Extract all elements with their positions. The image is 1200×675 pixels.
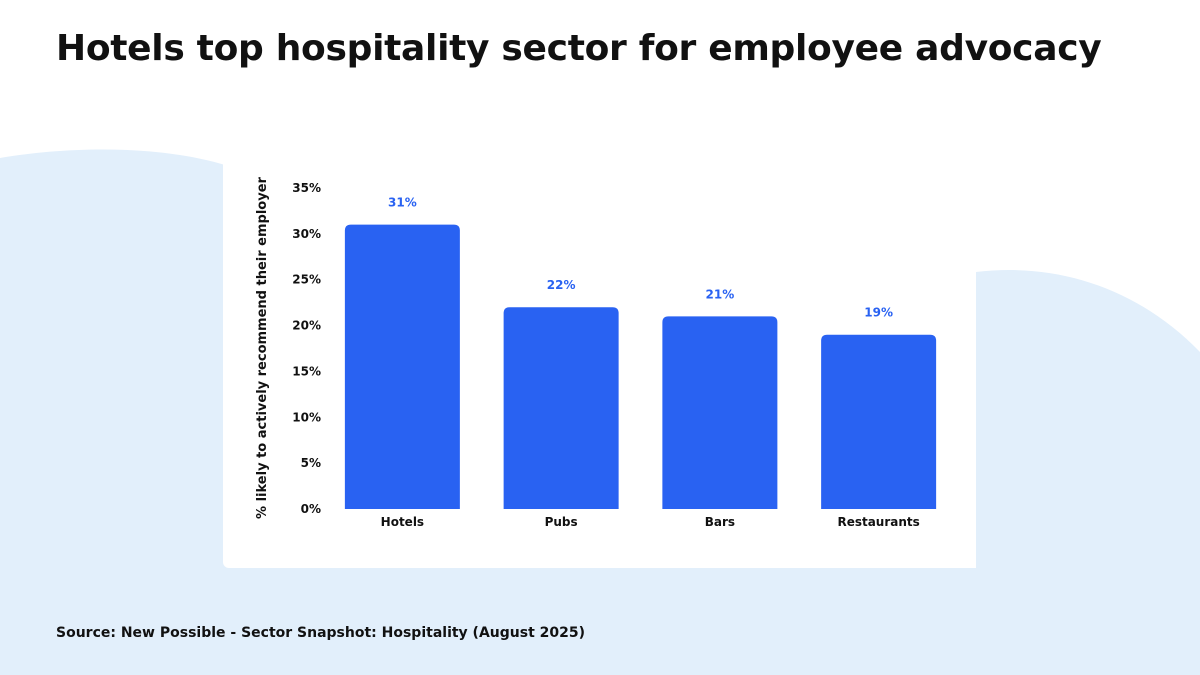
source-note: Source: New Possible - Sector Snapshot: … — [56, 625, 586, 641]
data-labels-group: 31% 22% 21% 19% — [388, 196, 893, 320]
y-tick-label: 35% — [292, 181, 321, 195]
y-axis-label: % likely to actively recommend their emp… — [255, 176, 270, 518]
bar-chart: % likely to actively recommend their emp… — [255, 176, 937, 529]
x-tick-label: Hotels — [381, 515, 424, 529]
x-tick-label: Restaurants — [837, 515, 919, 529]
x-tick-label: Bars — [705, 515, 735, 529]
bar-restaurants — [821, 334, 937, 509]
data-label: 22% — [547, 278, 576, 292]
y-tick-label: 20% — [292, 319, 321, 333]
y-tick-label: 15% — [292, 364, 321, 378]
y-tick-label: 0% — [301, 502, 321, 516]
bar-pubs — [503, 307, 619, 509]
chart-card: % likely to actively recommend their emp… — [223, 150, 976, 568]
y-tick-label: 30% — [292, 227, 321, 241]
data-label: 31% — [388, 196, 417, 210]
bar-hotels — [344, 224, 460, 509]
y-tick-label: 5% — [301, 456, 321, 470]
y-tick-label: 25% — [292, 273, 321, 287]
x-tick-label: Pubs — [545, 515, 578, 529]
x-axis-ticks: Hotels Pubs Bars Restaurants — [381, 515, 920, 529]
bar-bars — [662, 316, 778, 509]
page-title: Hotels top hospitality sector for employ… — [56, 28, 1102, 69]
y-tick-label: 10% — [292, 410, 321, 424]
data-label: 21% — [706, 287, 735, 301]
data-label: 19% — [864, 306, 893, 320]
y-axis-ticks: 0% 5% 10% 15% 20% 25% 30% 35% — [292, 181, 321, 516]
bars-group — [344, 224, 937, 509]
